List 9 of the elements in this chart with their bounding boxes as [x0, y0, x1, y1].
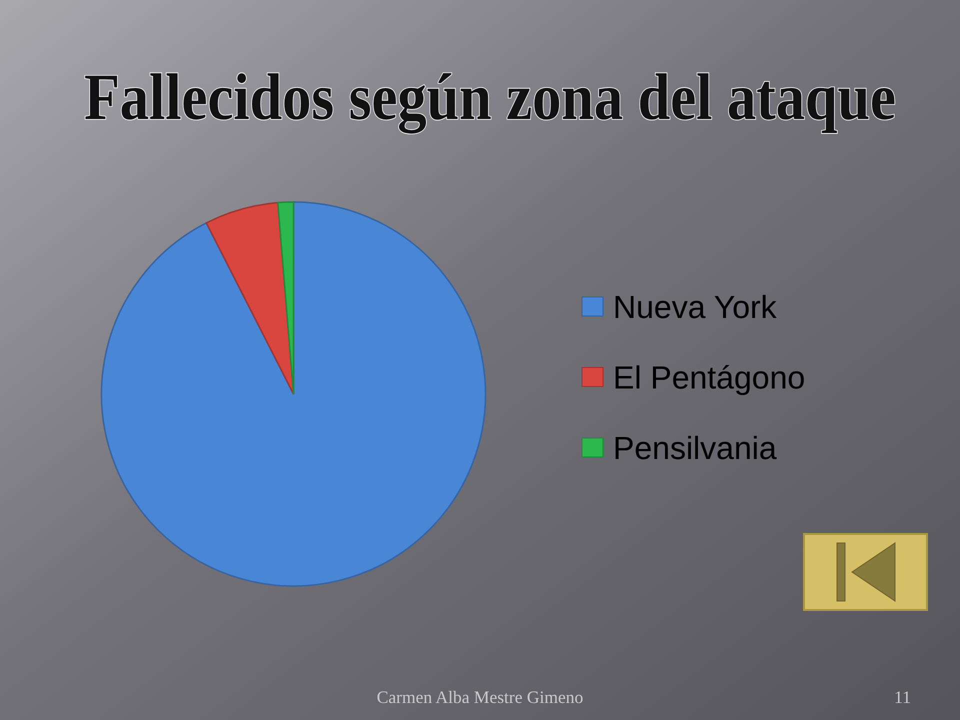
chart-title: Fallecidos según zona del ataque: [84, 60, 896, 134]
text: Carmen Alba Mestre Gimeno: [376, 687, 584, 707]
legend-label: Pensilvania: [613, 430, 777, 466]
pie-slice: [277, 201, 294, 395]
legend-label: El Pentágono: [613, 360, 806, 396]
pie-slice: [101, 201, 486, 587]
text: 11: [894, 687, 911, 707]
pie-slice: [206, 202, 294, 395]
legend-label: Nueva York: [613, 289, 778, 325]
